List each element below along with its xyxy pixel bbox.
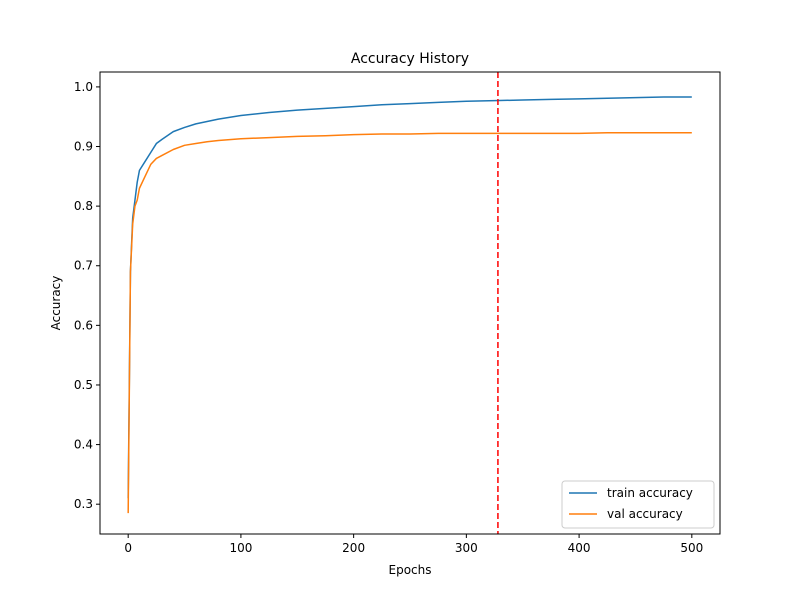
x-tick-label: 100 [229, 541, 252, 555]
y-tick-label: 0.5 [74, 378, 93, 392]
y-tick-label: 0.6 [74, 318, 93, 332]
x-axis-ticks: 0 100 200 300 400 500 [124, 534, 703, 555]
y-tick-label: 0.7 [74, 259, 93, 273]
y-tick-label: 1.0 [74, 80, 93, 94]
axes-frame [99, 71, 721, 535]
legend-label-val: val accuracy [607, 507, 683, 521]
plot-area [127, 72, 692, 534]
x-tick-label: 400 [568, 541, 591, 555]
y-tick-label: 0.8 [74, 199, 93, 213]
legend-label-train: train accuracy [607, 486, 693, 500]
x-tick-label: 300 [455, 541, 478, 555]
x-axis-label: Epochs [389, 563, 432, 577]
series-line-1 [127, 132, 692, 514]
x-tick-label: 0 [124, 541, 132, 555]
y-axis-label: Accuracy [49, 276, 63, 331]
chart-title: Accuracy History [351, 51, 469, 67]
y-axis-ticks: 0.3 0.4 0.5 0.6 0.7 0.8 0.9 1.0 [74, 80, 100, 511]
y-tick-label: 0.4 [74, 438, 93, 452]
series-line-0 [127, 96, 692, 499]
legend: train accuracy val accuracy [561, 480, 715, 529]
y-tick-label: 0.9 [74, 140, 93, 154]
y-tick-label: 0.3 [74, 497, 93, 511]
x-tick-label: 500 [680, 541, 703, 555]
legend-box [561, 480, 715, 529]
x-tick-label: 200 [342, 541, 365, 555]
